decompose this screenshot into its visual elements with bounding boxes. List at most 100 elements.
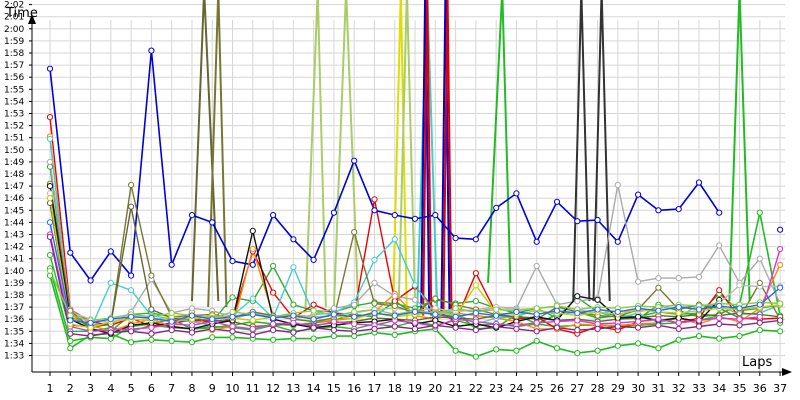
data-point bbox=[695, 306, 703, 313]
x-tick-label: 21 bbox=[449, 382, 463, 395]
off-chart-spike bbox=[190, 0, 220, 302]
data-point bbox=[270, 314, 277, 322]
x-tick-label: 23 bbox=[489, 382, 503, 395]
data-point bbox=[128, 328, 135, 335]
data-point bbox=[614, 238, 621, 245]
data-point bbox=[351, 301, 358, 308]
data-point bbox=[411, 215, 419, 222]
data-point bbox=[432, 322, 439, 329]
y-tick-label: 1:54 bbox=[4, 97, 24, 107]
data-point bbox=[493, 204, 500, 211]
data-point bbox=[249, 227, 256, 234]
data-point bbox=[46, 219, 54, 226]
data-point bbox=[310, 324, 317, 331]
data-point bbox=[391, 302, 398, 309]
data-point bbox=[209, 219, 216, 226]
y-tick-label: 1:45 bbox=[4, 206, 24, 216]
off-chart-spike bbox=[592, 0, 611, 302]
data-point bbox=[756, 313, 763, 320]
data-point bbox=[777, 328, 784, 335]
off-chart-spike bbox=[304, 0, 327, 308]
data-point bbox=[716, 302, 723, 309]
data-point bbox=[614, 342, 621, 349]
data-point bbox=[493, 306, 500, 313]
data-point bbox=[513, 308, 520, 315]
data-point bbox=[675, 275, 682, 282]
data-point bbox=[675, 336, 682, 343]
data-point bbox=[553, 198, 561, 205]
data-point bbox=[777, 300, 784, 307]
data-point bbox=[249, 325, 256, 332]
data-point bbox=[46, 135, 54, 142]
data-point bbox=[351, 157, 358, 164]
data-point bbox=[107, 329, 114, 336]
x-tick-label: 14 bbox=[307, 382, 321, 395]
x-tick-label: 13 bbox=[286, 382, 300, 395]
x-tick-label: 6 bbox=[148, 382, 155, 395]
x-tick-label: 1 bbox=[47, 382, 54, 395]
data-point bbox=[209, 334, 216, 341]
off-chart-spike bbox=[397, 0, 417, 302]
y-tick-label: 1:39 bbox=[4, 279, 24, 289]
y-axis-arrow bbox=[28, 14, 36, 24]
off-chart-spike bbox=[416, 0, 439, 314]
y-tick-label: 1:34 bbox=[4, 339, 24, 349]
data-point bbox=[371, 207, 378, 214]
x-tick-label: 29 bbox=[611, 382, 625, 395]
data-point bbox=[188, 305, 196, 312]
data-point bbox=[391, 312, 398, 319]
x-axis-ticks: 1 2 3 4 5 6 7 8 9 10 11 12 13 14 15 16 17 18 19 20 21 22 23 24 2… bbox=[47, 372, 787, 395]
data-point bbox=[716, 314, 723, 322]
data-point bbox=[756, 279, 763, 286]
data-point bbox=[330, 318, 337, 325]
y-tick-label: 2:02 bbox=[4, 1, 24, 11]
data-point bbox=[655, 345, 662, 352]
data-point bbox=[695, 323, 703, 330]
data-point bbox=[736, 322, 743, 329]
data-point bbox=[290, 329, 297, 336]
x-tick-label: 11 bbox=[246, 382, 260, 395]
x-tick-label: 8 bbox=[188, 382, 195, 395]
data-point bbox=[290, 264, 297, 271]
data-point bbox=[655, 275, 662, 282]
data-point bbox=[756, 209, 763, 216]
data-point bbox=[87, 319, 94, 326]
data-point bbox=[46, 195, 54, 202]
data-point bbox=[371, 300, 378, 307]
data-point bbox=[67, 249, 74, 256]
data-point bbox=[330, 305, 337, 312]
y-tick-label: 1:37 bbox=[4, 303, 24, 313]
data-point bbox=[46, 267, 54, 274]
off-chart-spike bbox=[420, 0, 431, 314]
y-tick-label: 1:49 bbox=[4, 158, 24, 168]
y-tick-label: 1:40 bbox=[4, 267, 24, 277]
x-tick-label: 3 bbox=[87, 382, 94, 395]
y-tick-label: 1:52 bbox=[4, 122, 24, 132]
data-point bbox=[411, 282, 419, 289]
y-tick-label: 1:35 bbox=[4, 327, 24, 337]
x-tick-label: 27 bbox=[570, 382, 584, 395]
data-point bbox=[635, 305, 642, 312]
data-point bbox=[675, 319, 682, 326]
data-point bbox=[655, 307, 662, 314]
y-axis-title: Time bbox=[5, 6, 38, 21]
data-point bbox=[716, 335, 723, 342]
data-point bbox=[695, 333, 703, 340]
data-point bbox=[371, 256, 378, 263]
data-point bbox=[655, 284, 662, 291]
data-point bbox=[756, 319, 763, 326]
data-point bbox=[310, 256, 317, 263]
data-point bbox=[553, 307, 561, 314]
data-point bbox=[614, 323, 621, 330]
x-tick-label: 12 bbox=[266, 382, 280, 395]
x-tick-label: 16 bbox=[347, 382, 361, 395]
data-point bbox=[249, 311, 256, 318]
data-point bbox=[594, 347, 601, 354]
data-point bbox=[249, 245, 256, 253]
data-point bbox=[432, 212, 439, 219]
data-point bbox=[270, 320, 277, 328]
y-tick-label: 1:46 bbox=[4, 194, 24, 204]
data-point bbox=[533, 262, 540, 270]
data-point bbox=[695, 273, 703, 280]
